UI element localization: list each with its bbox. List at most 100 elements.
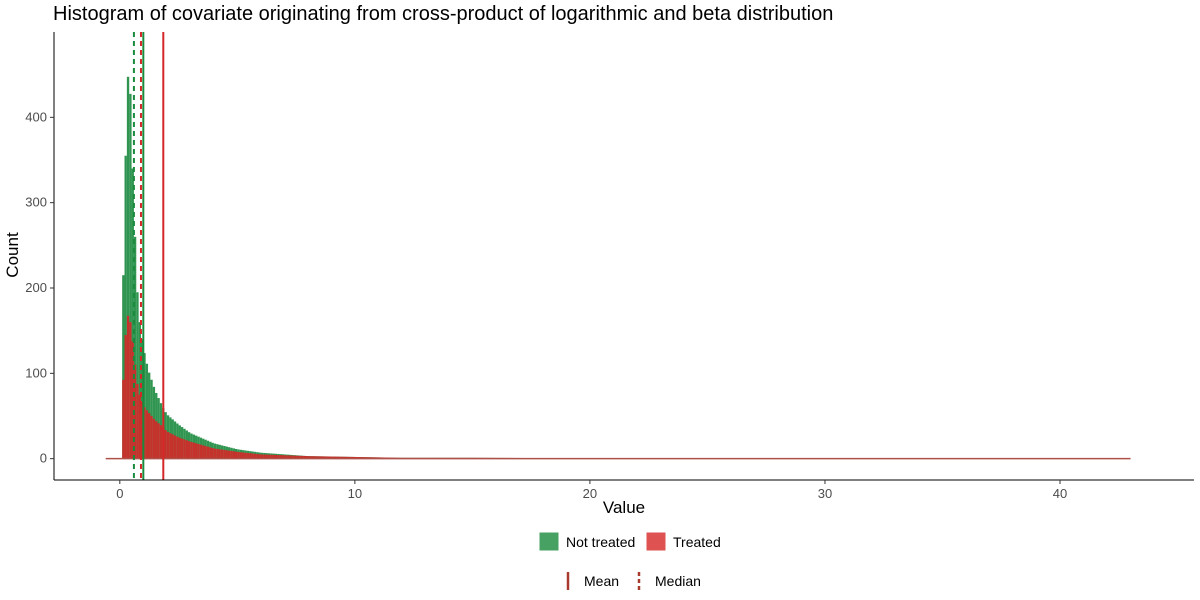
histogram-bar — [155, 421, 158, 459]
histogram-bar — [195, 443, 198, 459]
histogram-bar — [253, 453, 257, 459]
histogram-bar — [169, 433, 172, 459]
histogram-bar — [298, 455, 301, 459]
histogram-bar — [354, 456, 358, 459]
legend: Not treated Treated Mean Median — [539, 532, 721, 590]
histogram-bar — [364, 457, 367, 459]
histogram-bar — [183, 439, 186, 459]
x-tick-label: 0 — [116, 486, 123, 501]
histogram-bar — [126, 76, 130, 459]
histogram-bar — [324, 456, 327, 459]
histogram-bar — [300, 455, 304, 459]
histogram-bar — [140, 339, 144, 459]
legend-label: Median — [655, 573, 701, 589]
histogram-bar — [152, 418, 156, 459]
histogram-bar — [310, 456, 313, 459]
histogram-bar — [343, 456, 346, 459]
histogram-bar — [319, 456, 322, 459]
histogram-bar — [143, 353, 146, 459]
x-tick-label: 10 — [348, 486, 362, 501]
histogram-bar — [321, 456, 325, 459]
legend-swatch — [539, 532, 559, 551]
histogram-bar — [289, 455, 292, 459]
histogram-bar — [267, 454, 271, 459]
histogram-bar — [187, 441, 191, 459]
histogram-bar — [237, 451, 240, 459]
y-tick-label: 400 — [25, 109, 47, 124]
histogram-bar — [263, 454, 266, 459]
legend-label: Mean — [584, 573, 619, 589]
histogram-bar — [136, 384, 139, 459]
histogram-bar — [338, 456, 341, 459]
histogram-bar — [227, 450, 231, 459]
y-tick-label: 300 — [25, 195, 47, 210]
histogram-bar — [239, 452, 243, 459]
histogram-bar — [124, 155, 127, 459]
histogram-bar — [192, 442, 196, 459]
histogram-bar — [256, 454, 259, 459]
histogram-bar — [213, 448, 217, 459]
histogram-bar — [138, 394, 141, 459]
histogram-bar — [260, 454, 264, 459]
histogram-bar — [211, 448, 214, 459]
histogram-bar — [282, 455, 285, 459]
histogram-bar — [234, 451, 238, 459]
histogram-bar — [345, 456, 348, 459]
chart-title: Histogram of covariate originating from … — [53, 3, 834, 25]
histogram-bar — [242, 452, 245, 459]
histogram-bar — [126, 315, 130, 459]
histogram-bar — [225, 450, 228, 459]
histogram-bar — [272, 454, 275, 459]
histogram-bar — [138, 322, 141, 459]
histogram-bar — [124, 334, 127, 459]
histogram-bar — [164, 430, 167, 459]
histogram-bar — [329, 456, 332, 459]
histogram-bar — [178, 437, 181, 459]
histogram-bar — [307, 456, 311, 459]
histogram-bar — [159, 425, 163, 459]
histogram-bar — [143, 407, 146, 459]
histogram-bar — [173, 435, 177, 459]
histogram-bar — [244, 452, 247, 459]
histogram-bar — [279, 455, 282, 459]
histogram-bar — [129, 93, 132, 459]
histogram-bar — [180, 438, 184, 459]
legend-swatch — [646, 532, 666, 551]
histogram-bar — [209, 447, 212, 459]
histogram-bar — [185, 440, 188, 459]
histogram-bar — [133, 236, 137, 459]
histogram-bar — [293, 455, 297, 459]
histogram-bar — [361, 457, 365, 459]
histogram-bar — [336, 456, 339, 459]
histogram-bar — [347, 456, 351, 459]
histogram-bar — [133, 364, 137, 459]
histogram-bar — [122, 275, 125, 459]
histogram-bar — [122, 379, 125, 459]
y-axis-title: Count — [3, 232, 22, 278]
histogram-bar — [220, 449, 224, 459]
histogram-bar — [274, 454, 278, 459]
histogram-bar — [340, 456, 344, 459]
histogram-bar — [312, 456, 315, 459]
series-treated — [122, 315, 1131, 459]
histogram-bar — [150, 416, 153, 459]
histogram-bar — [286, 455, 290, 459]
histogram-bar — [190, 441, 193, 459]
histogram-bar — [232, 451, 235, 459]
histogram-bar — [333, 456, 337, 459]
histogram-bar — [218, 449, 221, 459]
histogram-bar — [296, 455, 299, 459]
histogram-bar — [314, 456, 318, 459]
histogram-bar — [230, 450, 233, 459]
histogram-bar — [216, 448, 219, 459]
histogram-bar — [166, 431, 170, 459]
histogram-bar — [352, 456, 355, 459]
histogram-bar — [305, 456, 308, 459]
x-tick-label: 40 — [1053, 486, 1067, 501]
histogram-bar — [326, 456, 330, 459]
histogram-bar — [136, 292, 139, 459]
histogram-bar — [140, 402, 144, 459]
histogram-bar — [223, 449, 226, 459]
